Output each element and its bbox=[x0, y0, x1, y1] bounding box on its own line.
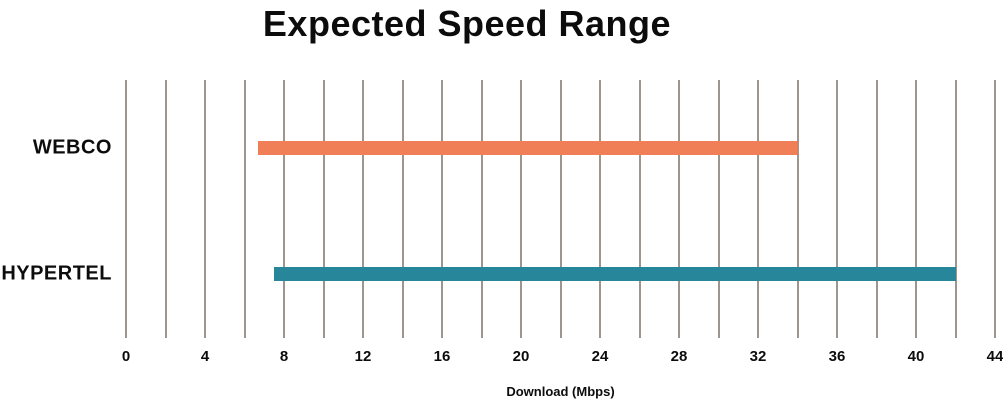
gridline bbox=[599, 80, 601, 338]
gridline bbox=[559, 80, 562, 338]
x-tick-label: 40 bbox=[907, 348, 925, 365]
gridline bbox=[757, 80, 759, 338]
gridline bbox=[164, 80, 167, 338]
x-tick-label: 32 bbox=[749, 348, 767, 365]
x-tick-label: 4 bbox=[200, 348, 210, 365]
gridline bbox=[204, 80, 206, 338]
gridline bbox=[322, 80, 325, 338]
x-tick-label: 36 bbox=[828, 348, 846, 365]
gridline bbox=[283, 80, 285, 338]
x-axis-title: Download (Mbps) bbox=[506, 384, 615, 399]
gridline bbox=[915, 80, 917, 338]
range-bar-hypertel bbox=[274, 267, 956, 281]
gridline bbox=[875, 80, 878, 338]
gridline bbox=[796, 80, 799, 338]
x-tick-label: 28 bbox=[670, 348, 688, 365]
chart-title: Expected Speed Range bbox=[262, 3, 672, 44]
x-tick-label: 12 bbox=[354, 348, 372, 365]
gridline bbox=[638, 80, 641, 338]
x-tick-label: 24 bbox=[591, 348, 609, 365]
gridline bbox=[125, 80, 127, 338]
category-label-hypertel: HYPERTEL bbox=[1, 262, 112, 285]
x-tick-label: 8 bbox=[279, 348, 289, 365]
gridline bbox=[717, 80, 720, 338]
gridline bbox=[836, 80, 838, 338]
gridline bbox=[362, 80, 364, 338]
x-tick-label: 0 bbox=[121, 348, 131, 365]
gridline bbox=[441, 80, 443, 338]
gridline bbox=[678, 80, 680, 338]
gridline bbox=[243, 80, 246, 338]
gridline bbox=[954, 80, 957, 338]
gridline bbox=[401, 80, 404, 338]
range-bar-webco bbox=[258, 141, 798, 155]
x-tick-label: 20 bbox=[512, 348, 530, 365]
x-tick-label: 44 bbox=[986, 348, 1003, 365]
x-tick-label: 16 bbox=[433, 348, 451, 365]
plot-area bbox=[125, 80, 996, 338]
gridline bbox=[994, 80, 996, 338]
category-label-webco: WEBCO bbox=[32, 136, 112, 159]
gridline bbox=[520, 80, 522, 338]
gridline bbox=[480, 80, 483, 338]
